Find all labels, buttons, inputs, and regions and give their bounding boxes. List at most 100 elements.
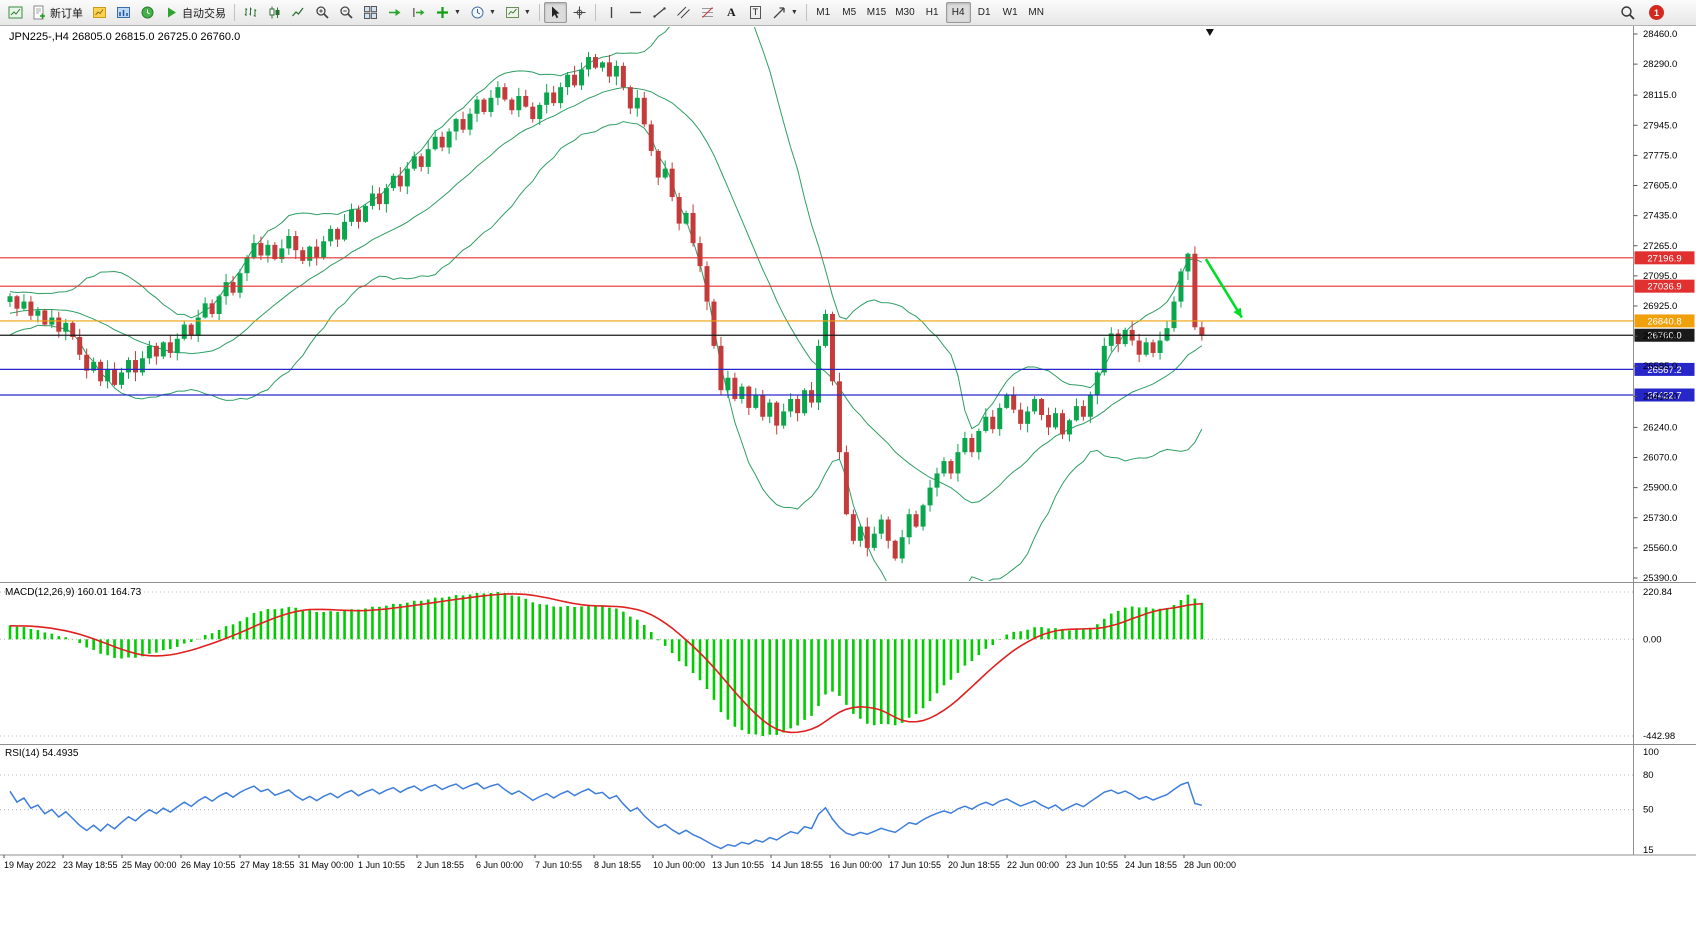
label-tool-button[interactable]: T xyxy=(744,2,767,23)
search-button[interactable] xyxy=(1616,2,1640,23)
svg-text:27 May 18:55: 27 May 18:55 xyxy=(240,860,295,870)
dropdown-caret-icon: ▼ xyxy=(488,9,496,16)
add-indicator-icon xyxy=(437,7,448,18)
svg-text:27435.0: 27435.0 xyxy=(1643,211,1677,222)
svg-text:80: 80 xyxy=(1643,770,1654,781)
svg-text:0.00: 0.00 xyxy=(1643,634,1662,645)
svg-text:27945.0: 27945.0 xyxy=(1643,120,1677,131)
svg-text:26070.0: 26070.0 xyxy=(1643,453,1677,464)
zoom-out-icon xyxy=(340,6,353,19)
auto-trading-label: 自动交易 xyxy=(182,7,226,20)
bollinger-bands xyxy=(9,27,1203,581)
periods-clock-icon xyxy=(471,6,484,19)
timeframe-h1-button[interactable]: H1 xyxy=(920,2,945,23)
timeframe-h4-button[interactable]: H4 xyxy=(945,2,971,23)
svg-text:26840.8: 26840.8 xyxy=(1647,316,1681,327)
svg-text:24 Jun 18:55: 24 Jun 18:55 xyxy=(1125,860,1177,870)
horizontal-line-tool-button[interactable] xyxy=(624,2,647,23)
new-order-button[interactable]: 新订单 xyxy=(28,2,87,23)
market-watch-icon xyxy=(141,6,154,19)
timeframe-m30-button[interactable]: M30 xyxy=(891,2,918,23)
periods-button[interactable]: ▼ xyxy=(466,2,500,23)
vertical-line-icon xyxy=(610,7,613,18)
channel-tool-button[interactable] xyxy=(672,2,695,23)
profiles-button[interactable] xyxy=(112,2,135,23)
new-order-label: 新订单 xyxy=(50,7,83,20)
new-chart-button[interactable] xyxy=(88,2,111,23)
panel-divider-macd[interactable] xyxy=(0,582,1696,586)
svg-text:22 Jun 00:00: 22 Jun 00:00 xyxy=(1007,860,1059,870)
svg-text:31 May 00:00: 31 May 00:00 xyxy=(299,860,354,870)
trendline-tool-button[interactable] xyxy=(648,2,671,23)
notification-badge[interactable]: 1 xyxy=(1649,5,1664,20)
price-axis[interactable]: 28460.0 28290.0 28115.0 27945.0 27775.0 27605… xyxy=(1633,26,1678,855)
cursor-icon xyxy=(551,6,560,19)
svg-text:25730.0: 25730.0 xyxy=(1643,513,1677,524)
svg-text:25900.0: 25900.0 xyxy=(1643,483,1677,494)
horizontal-line-icon xyxy=(629,11,641,14)
svg-text:28290.0: 28290.0 xyxy=(1643,59,1677,70)
zoom-out-button[interactable] xyxy=(335,2,358,23)
svg-text:28115.0: 28115.0 xyxy=(1643,90,1677,101)
market-watch-button[interactable] xyxy=(136,2,159,23)
time-axis[interactable]: 19 May 2022 23 May 18:55 25 May 00:00 26 Ma… xyxy=(0,854,1696,870)
svg-text:26422.7: 26422.7 xyxy=(1647,391,1681,402)
candlestick-chart-icon xyxy=(269,6,280,19)
toolbar-separator xyxy=(805,4,807,21)
timeframe-w1-button[interactable]: W1 xyxy=(998,2,1023,23)
tile-windows-button[interactable] xyxy=(359,2,382,23)
price-lines[interactable]: 27196.9 27036.9 26840.8 26760.0 26567.2 26422… xyxy=(0,251,1695,402)
svg-text:2 Jun 18:55: 2 Jun 18:55 xyxy=(417,860,464,870)
bar-chart-icon xyxy=(244,7,257,17)
crosshair-tool-button[interactable] xyxy=(568,2,591,23)
svg-text:26585.0: 26585.0 xyxy=(1643,361,1677,372)
auto-scroll-button[interactable] xyxy=(383,2,406,23)
templates-icon xyxy=(505,7,519,18)
candlestick-series xyxy=(7,51,1205,564)
text-tool-button[interactable]: A xyxy=(720,2,743,23)
chart-window-button[interactable] xyxy=(4,2,27,23)
svg-text:19 May 2022: 19 May 2022 xyxy=(4,860,56,870)
trend-arrow-annotation[interactable] xyxy=(1204,29,1243,319)
trendline-icon xyxy=(653,7,666,18)
svg-text:27036.9: 27036.9 xyxy=(1647,282,1681,293)
channel-icon xyxy=(676,6,690,19)
bar-chart-button[interactable] xyxy=(239,2,262,23)
search-icon xyxy=(1621,5,1635,20)
crosshair-icon xyxy=(573,6,586,19)
templates-button[interactable]: ▼ xyxy=(501,2,535,23)
timeframe-m1-button[interactable]: M1 xyxy=(811,2,836,23)
line-chart-button[interactable] xyxy=(287,2,310,23)
vertical-line-tool-button[interactable] xyxy=(600,2,623,23)
auto-scroll-icon xyxy=(389,9,401,16)
timeframe-m5-button[interactable]: M5 xyxy=(837,2,862,23)
new-chart-icon xyxy=(93,7,106,18)
text-tool-icon: A xyxy=(726,5,736,19)
timeframe-d1-button[interactable]: D1 xyxy=(972,2,997,23)
timeframe-m15-button[interactable]: M15 xyxy=(863,2,890,23)
chart-title: JPN225-,H4 26805.0 26815.0 26725.0 26760… xyxy=(9,31,241,43)
svg-text:100: 100 xyxy=(1643,747,1659,758)
tile-windows-icon xyxy=(364,6,377,19)
svg-text:26755.0: 26755.0 xyxy=(1643,331,1677,342)
candlestick-chart-button[interactable] xyxy=(263,2,286,23)
fibonacci-tool-button[interactable] xyxy=(696,2,719,23)
svg-text:8 Jun 18:55: 8 Jun 18:55 xyxy=(594,860,641,870)
profiles-icon xyxy=(117,7,130,18)
svg-text:27095.0: 27095.0 xyxy=(1643,271,1677,282)
chart-shift-button[interactable] xyxy=(407,2,430,23)
svg-text:10 Jun 00:00: 10 Jun 00:00 xyxy=(653,860,705,870)
auto-trading-button[interactable]: 自动交易 xyxy=(160,2,230,23)
svg-text:26415.0: 26415.0 xyxy=(1643,391,1677,402)
svg-text:1 Jun 10:55: 1 Jun 10:55 xyxy=(358,860,405,870)
timeframe-mn-button[interactable]: MN xyxy=(1024,2,1049,23)
panel-divider-rsi[interactable] xyxy=(0,744,1696,748)
zoom-in-button[interactable] xyxy=(311,2,334,23)
add-indicator-button[interactable]: ▼ xyxy=(431,2,465,23)
arrow-shape-icon xyxy=(773,7,785,19)
svg-text:7 Jun 10:55: 7 Jun 10:55 xyxy=(535,860,582,870)
cursor-tool-button[interactable] xyxy=(543,2,567,23)
shapes-tool-button[interactable]: ▼ xyxy=(768,2,802,23)
svg-text:14 Jun 18:55: 14 Jun 18:55 xyxy=(771,860,823,870)
